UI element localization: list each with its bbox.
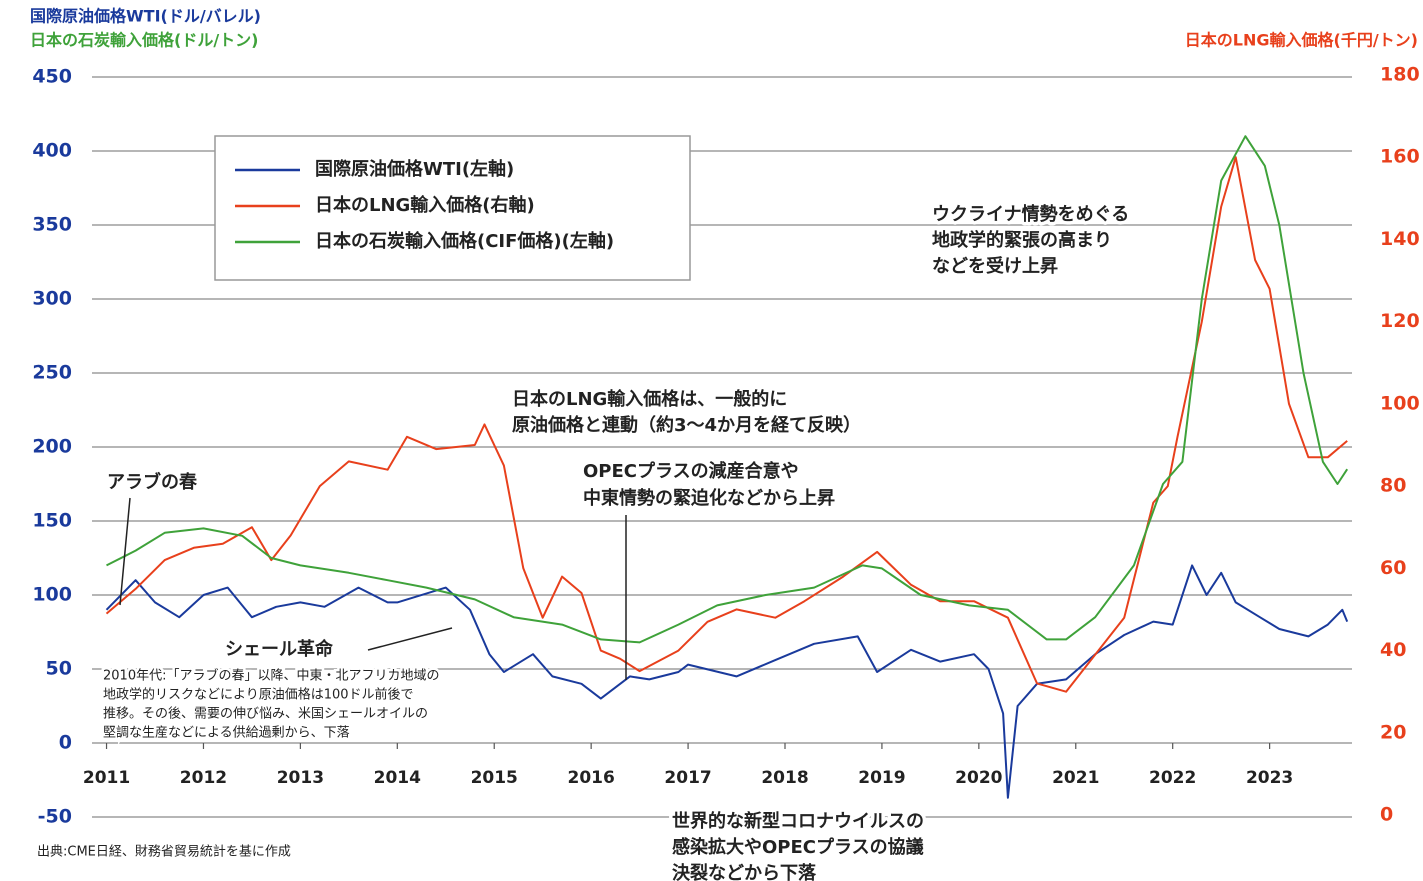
y2-tick-label: 120 <box>1380 310 1420 332</box>
y2-tick-label: 80 <box>1380 475 1406 497</box>
y-tick-label: 150 <box>32 510 72 532</box>
y2-tick-label: 180 <box>1380 64 1420 86</box>
x-tick-label: 2023 <box>1246 768 1293 788</box>
legend-label: 日本の石炭輸入価格(CIF価格)(左軸) <box>315 230 614 252</box>
annotation: 地政学的リスクなどにより原油価格は100ドル前後で <box>103 687 414 703</box>
leader-line <box>367 627 453 651</box>
y-tick-label: 50 <box>46 658 72 680</box>
series-line <box>106 135 1349 644</box>
annotation: 2010年代:「アラブの春」以降、中東・北アフリカ地域の <box>103 668 439 684</box>
y-tick-label: 200 <box>32 436 72 458</box>
leader-line <box>119 497 131 606</box>
annotation: 堅調な生産などによる供給過剰から、下落 <box>103 725 350 741</box>
y2-tick-label: 40 <box>1380 639 1406 661</box>
x-tick-label: 2020 <box>955 768 1002 788</box>
x-tick-label: 2016 <box>567 768 614 788</box>
grid: -50 0 50 100 150 200 250 300 350 400 450 0 20 40 60 80 1… <box>32 64 1419 828</box>
annotation: 地政学的緊張の高まり <box>932 229 1112 251</box>
y-axis-label: 国際原油価格WTI(ドル/バレル) <box>30 7 261 26</box>
annotation: などを受け上昇 <box>932 255 1058 277</box>
lines <box>105 135 1349 799</box>
legend-label: 日本のLNG輸入価格(右軸) <box>315 194 535 216</box>
y2-tick-label: 140 <box>1380 228 1420 250</box>
y-tick-label: 100 <box>32 584 72 606</box>
series-line <box>105 564 1349 799</box>
y-tick-label: 250 <box>32 362 72 384</box>
y2-axis-label: 日本のLNG輸入価格(千円/トン) <box>1185 31 1418 50</box>
annotations: アラブの春シェール革命2010年代:「アラブの春」以降、中東・北アフリカ地域の地… <box>101 200 1133 881</box>
x-tick-label: 2014 <box>374 768 421 788</box>
source: 出典:CME日経、財務省貿易統計を基に作成 <box>37 844 291 860</box>
annotation: OPECプラスの減産合意や <box>583 460 799 482</box>
x-tick-label: 2013 <box>277 768 324 788</box>
y-axis-label: 日本の石炭輸入価格(ドル/トン) <box>30 31 258 50</box>
annotation: 決裂などから下落 <box>672 862 817 881</box>
y2-tick-label: 60 <box>1380 557 1406 579</box>
x-tick-label: 2017 <box>664 768 711 788</box>
y-tick-label: 400 <box>32 140 72 162</box>
annotation: 日本のLNG輸入価格は、一般的に <box>512 388 787 410</box>
y-tick-label: 0 <box>59 732 72 754</box>
y-tick-label: 450 <box>32 66 72 88</box>
y2-tick-label: 20 <box>1380 721 1406 743</box>
annotation: 原油価格と連動（約3〜4か月を経て反映） <box>512 414 861 436</box>
annotation: ウクライナ情勢をめぐる <box>932 203 1129 225</box>
x-tick-label: 2019 <box>858 768 905 788</box>
annotation: 推移。その後、需要の伸び悩み、米国シェールオイルの <box>103 707 428 722</box>
y2-tick-label: 0 <box>1380 804 1393 826</box>
x-tick-label: 2012 <box>180 768 227 788</box>
x-tick-label: 2015 <box>471 768 518 788</box>
annotation: 中東情勢の緊迫化などから上昇 <box>583 487 835 509</box>
y-tick-label: 300 <box>32 288 72 310</box>
y2-tick-label: 100 <box>1380 392 1420 414</box>
annotation: 感染拡大やOPECプラスの協議 <box>672 836 924 858</box>
y2-tick-label: 160 <box>1380 146 1420 168</box>
x-tick-label: 2022 <box>1149 768 1196 788</box>
legend-label: 国際原油価格WTI(左軸) <box>315 158 514 180</box>
legend-entries: 国際原油価格WTI(左軸) 日本のLNG輸入価格(右軸) 日本の石炭輸入価格(CIF… <box>235 158 614 252</box>
legend <box>214 135 691 281</box>
x-tick-label: 2018 <box>761 768 808 788</box>
annotation: アラブの春 <box>107 471 198 493</box>
annotation: シェール革命 <box>225 638 334 660</box>
annotation: 世界的な新型コロナウイルスの <box>672 810 924 832</box>
x-tick-label: 2021 <box>1052 768 1099 788</box>
x-tick-label: 2011 <box>83 768 130 788</box>
y-tick-label: -50 <box>38 806 72 828</box>
y-tick-label: 350 <box>32 214 72 236</box>
